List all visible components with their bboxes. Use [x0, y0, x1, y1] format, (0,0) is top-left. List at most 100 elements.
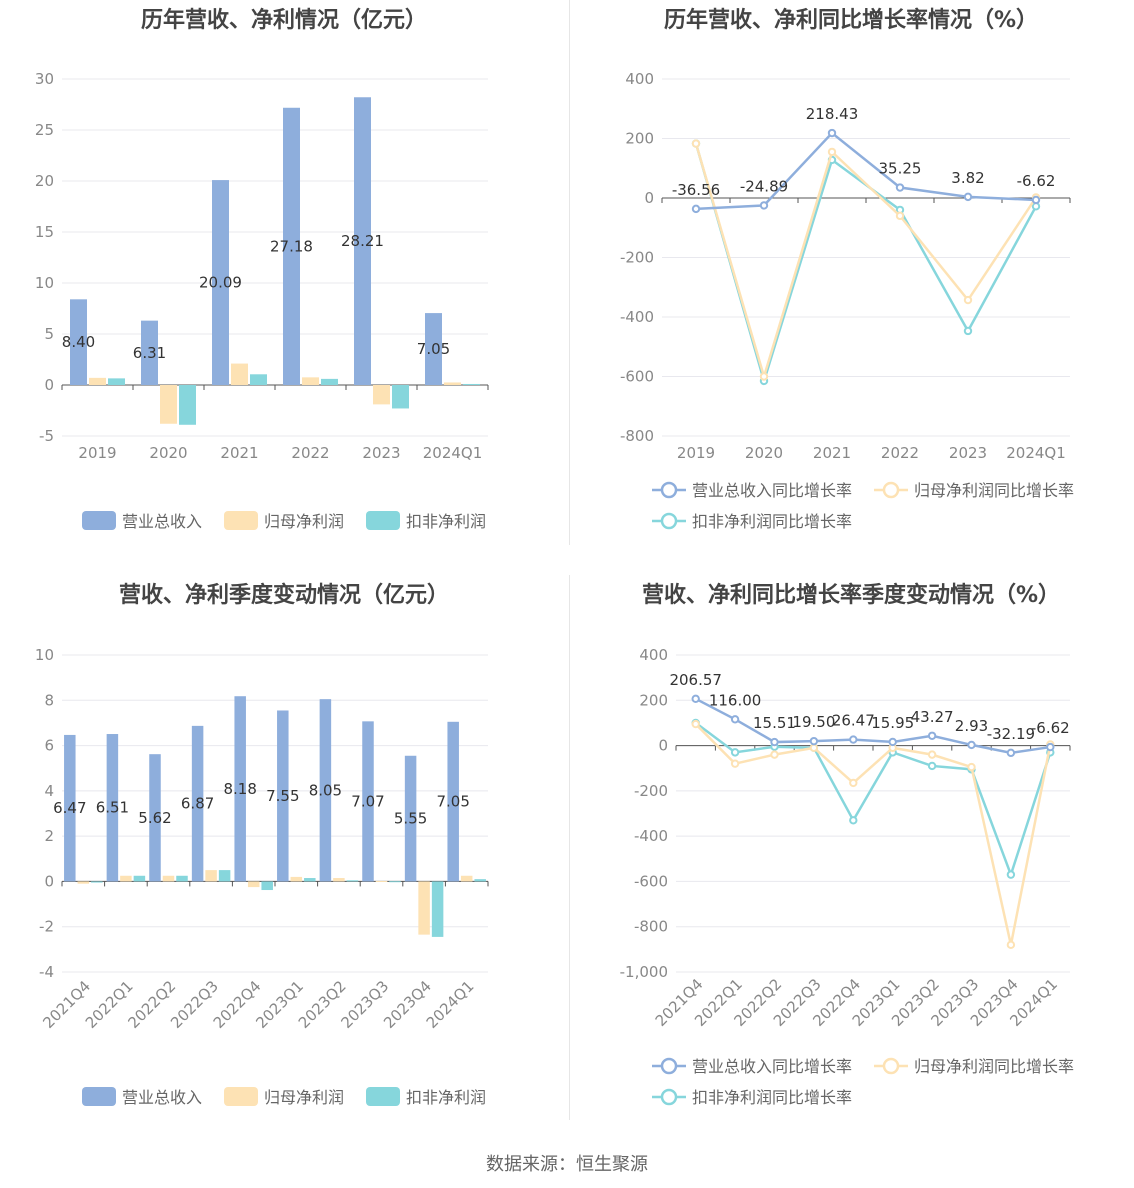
bar-0: [149, 754, 161, 882]
data-label: 7.07: [351, 792, 384, 810]
legend-label: 归母净利润同比增长率: [914, 481, 1074, 500]
bar-0: [404, 755, 417, 882]
y-tick-label: 4: [44, 782, 54, 800]
y-tick-label: -5: [39, 427, 54, 445]
bar-1: [444, 382, 461, 385]
lines: [691, 128, 1041, 386]
data-label: 206.57: [669, 671, 722, 689]
annual-revenue-profit-panel: 历年营收、净利情况（亿元） 30 25 20 15 10 5 0 -5 2019 2020 2021…: [0, 0, 568, 560]
bar-2: [474, 879, 486, 882]
y-tick-label: 0: [44, 376, 54, 394]
series-point-2: [963, 326, 973, 336]
chart-title: 营收、净利同比增长率季度变动情况（%）: [641, 583, 1061, 608]
x-tick-label: 2020: [745, 444, 783, 462]
series-point-1: [967, 762, 976, 772]
series-point-1: [759, 372, 769, 381]
bar-0: [283, 107, 300, 385]
chart-title: 历年营收、净利同比增长率情况（%）: [663, 8, 1039, 33]
bar-1: [162, 875, 175, 882]
bar-1: [290, 876, 303, 882]
x-tick-label: 2023: [362, 444, 400, 462]
bar-1: [160, 385, 177, 424]
bar-1: [77, 881, 90, 884]
legend-swatch: [224, 1087, 258, 1106]
legend-label: 扣非净利润: [406, 1088, 486, 1107]
bar-1: [231, 363, 248, 385]
data-label: 116.00: [709, 691, 762, 709]
y-tick-label: -1,000: [620, 963, 668, 981]
bar-1: [247, 881, 260, 888]
data-label: 15.51: [753, 714, 796, 732]
series-point-2: [927, 761, 937, 771]
series-point-1: [770, 750, 779, 759]
legend-swatch-marker: [660, 1057, 678, 1075]
data-label: 6.87: [181, 795, 214, 813]
data-label: 27.18: [270, 237, 313, 255]
panel-divider: [569, 575, 570, 1120]
x-tick-label: 2022: [291, 444, 329, 462]
data-label: 8.40: [62, 333, 95, 351]
data-label: 43.27: [911, 708, 954, 726]
bar-2: [389, 881, 401, 883]
y-tick-label: 200: [625, 130, 654, 148]
series-line-0: [695, 131, 1037, 211]
data-label: 26.47: [832, 712, 875, 730]
series-point-2: [849, 816, 858, 825]
bar-2: [463, 383, 480, 385]
bar-2: [179, 385, 196, 425]
legend-swatch: [366, 1087, 400, 1106]
x-tick-label: 2021: [220, 444, 258, 462]
y-tick-label: 400: [625, 70, 654, 88]
legend: 营业总收入 归母净利润 扣非净利润: [82, 1087, 486, 1107]
y-tick-label: -2: [39, 918, 54, 936]
legend-label: 扣非净利润同比增长率: [692, 1088, 852, 1107]
bar-2: [261, 881, 273, 891]
series-point-1: [730, 759, 740, 768]
series-line-1: [694, 723, 1052, 946]
bar-0: [319, 699, 332, 882]
series-point-1: [1006, 940, 1016, 950]
x-tick-label: 2022: [881, 444, 919, 462]
data-label: 6.31: [133, 344, 166, 362]
y-tick-label: -600: [620, 368, 654, 386]
data-label: -6.62: [1017, 172, 1056, 190]
data-label: -24.89: [740, 177, 788, 195]
legend-label: 归母净利润: [264, 512, 344, 531]
legend-swatch: [82, 511, 116, 530]
x-tick-label: 2021: [813, 444, 851, 462]
legend-label: 归母净利润同比增长率: [914, 1057, 1074, 1076]
data-label: 7.05: [417, 340, 450, 358]
y-tick-label: -800: [620, 427, 654, 445]
x-tick-label: 2019: [677, 444, 715, 462]
series-point-0: [967, 740, 976, 750]
y-tick-label: 0: [44, 872, 54, 890]
series-point-0: [927, 731, 937, 740]
series-point-1: [849, 778, 858, 788]
bar-1: [460, 875, 473, 882]
annual-revenue-profit-chart: 30 25 20 15 10 5 0 -5 2019 2020 2021 2022 2023 2024Q1…: [35, 70, 489, 531]
x-tick-label: 2024Q1: [423, 977, 478, 1032]
legend-swatch-marker: [882, 1057, 900, 1075]
data-label: 8.18: [223, 780, 256, 798]
series-point-1: [895, 211, 905, 221]
y-tick-label: 400: [639, 646, 668, 664]
bar-2: [304, 878, 316, 882]
legend-label: 扣非净利润: [406, 512, 486, 531]
bar-0: [234, 696, 246, 882]
grid-lines: [62, 78, 488, 437]
series-point-0: [759, 201, 769, 210]
bars: [70, 97, 480, 425]
bar-1: [89, 377, 106, 385]
series-point-0: [770, 737, 779, 747]
legend-swatch-marker: [660, 512, 678, 530]
legend-swatch: [366, 511, 400, 530]
bar-0: [70, 299, 87, 385]
data-source-note: 数据来源：恒生聚源: [486, 1154, 648, 1175]
y-tick-label: 15: [35, 223, 54, 241]
data-label: 6.51: [96, 799, 129, 817]
chart-title: 历年营收、净利情况（亿元）: [140, 8, 427, 33]
y-tick-label: 10: [35, 274, 54, 292]
data-label: 28.21: [341, 232, 384, 250]
y-tick-label: 0: [644, 189, 654, 207]
